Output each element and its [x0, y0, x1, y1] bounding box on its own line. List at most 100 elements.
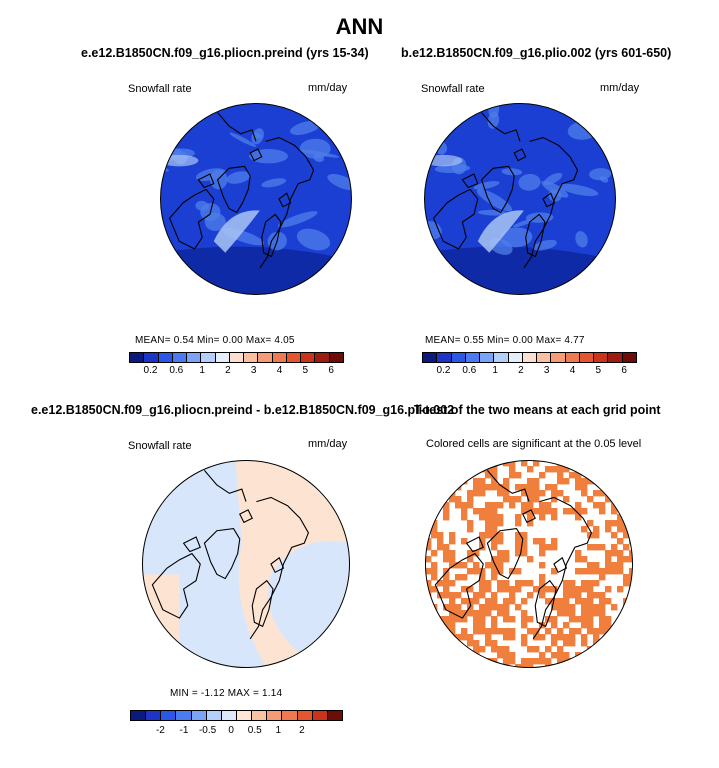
significant-cell	[425, 460, 432, 467]
significant-cell	[509, 598, 516, 605]
colorbar-box	[201, 353, 216, 362]
significant-cell	[593, 460, 600, 467]
significant-cell	[605, 616, 612, 623]
significant-cell	[473, 622, 480, 629]
significant-cell	[527, 628, 534, 635]
significant-cell	[611, 640, 618, 647]
significant-cell	[605, 526, 612, 533]
colorbar-tick-label: 5	[302, 365, 309, 376]
significant-cell	[539, 574, 546, 581]
significant-cell	[569, 586, 576, 593]
significant-cell	[479, 508, 486, 515]
significant-cell	[545, 646, 552, 653]
significant-cell	[491, 604, 498, 611]
significant-cell	[479, 580, 486, 587]
significant-cell	[455, 484, 462, 491]
significant-cell	[551, 652, 558, 659]
colorbar-box	[158, 353, 173, 362]
significant-cell	[467, 568, 474, 575]
significant-cell	[473, 592, 480, 599]
significant-cell	[485, 520, 492, 527]
significant-cell	[617, 562, 624, 569]
significant-cell	[503, 628, 510, 635]
significant-cell	[425, 616, 432, 623]
significant-cell	[431, 568, 438, 575]
significant-cell	[509, 472, 516, 479]
colorbar-tick-label: 0.2	[436, 365, 451, 376]
significant-cell	[533, 628, 540, 635]
snowfall-patch	[249, 149, 289, 164]
significant-cell	[479, 490, 486, 497]
significant-cell	[611, 490, 618, 497]
panel3-polar-map	[142, 460, 350, 668]
significant-cell	[473, 616, 480, 623]
significant-cell	[443, 472, 450, 479]
significant-cell	[443, 574, 450, 581]
significant-cell	[563, 478, 570, 485]
significant-cell	[467, 466, 474, 473]
significant-cell	[581, 580, 588, 587]
significant-cell	[449, 490, 456, 497]
panel2-variable-label: Snowfall rate	[421, 83, 485, 95]
significant-cell	[425, 490, 432, 497]
significant-cell	[467, 556, 474, 563]
significant-cell	[503, 580, 510, 587]
significant-cell	[485, 502, 492, 509]
significant-cell	[431, 616, 438, 623]
significant-cell	[473, 640, 480, 647]
significant-cell	[497, 628, 504, 635]
coastline	[432, 188, 479, 250]
coastline	[203, 528, 241, 580]
significant-cell	[527, 502, 534, 509]
significant-cell	[539, 544, 546, 551]
significant-cell	[437, 544, 444, 551]
significant-cell	[485, 586, 492, 593]
significant-cell	[527, 520, 534, 527]
significant-cell	[611, 520, 618, 527]
colorbar-box	[465, 353, 481, 362]
significant-cell	[545, 502, 552, 509]
panel2-colorbar	[422, 352, 637, 363]
significant-cell	[539, 592, 546, 599]
significant-cell	[425, 658, 432, 665]
significant-cell	[593, 634, 600, 641]
significant-cell	[473, 628, 480, 635]
significant-cell	[491, 568, 498, 575]
significant-cell	[599, 616, 606, 623]
significant-cell	[449, 652, 456, 659]
significant-cell	[563, 508, 570, 515]
significant-cell	[575, 478, 582, 485]
significant-cell	[449, 538, 456, 545]
significant-cell	[455, 658, 462, 665]
colorbar-box	[144, 353, 159, 362]
significant-cell	[539, 490, 546, 497]
significant-cell	[503, 550, 510, 557]
significant-cell	[497, 514, 504, 521]
significant-cell	[587, 664, 594, 668]
significant-cell	[449, 640, 456, 647]
colorbar-tick-label: 3	[250, 365, 257, 376]
significant-cell	[491, 598, 498, 605]
colorbar-box	[551, 353, 566, 362]
significant-cell	[491, 532, 498, 539]
significant-cell	[485, 598, 492, 605]
significant-cell	[497, 484, 504, 491]
significant-cell	[587, 544, 594, 551]
significant-cell	[599, 610, 606, 617]
significant-cell	[515, 568, 522, 575]
significant-cell	[599, 472, 606, 479]
significant-cell	[461, 538, 468, 545]
colorbar-tick-label: 0.2	[143, 365, 158, 376]
significant-cell	[617, 640, 624, 647]
significant-cell	[443, 556, 450, 563]
significant-cell	[479, 622, 486, 629]
significant-cell	[491, 508, 498, 515]
significant-cell	[479, 484, 486, 491]
significant-cell	[569, 664, 576, 668]
significant-cell	[599, 598, 606, 605]
significant-cell	[521, 610, 528, 617]
coastline	[251, 579, 274, 628]
significant-cell	[431, 466, 438, 473]
coastline-group	[168, 112, 315, 269]
significant-cell	[515, 580, 522, 587]
